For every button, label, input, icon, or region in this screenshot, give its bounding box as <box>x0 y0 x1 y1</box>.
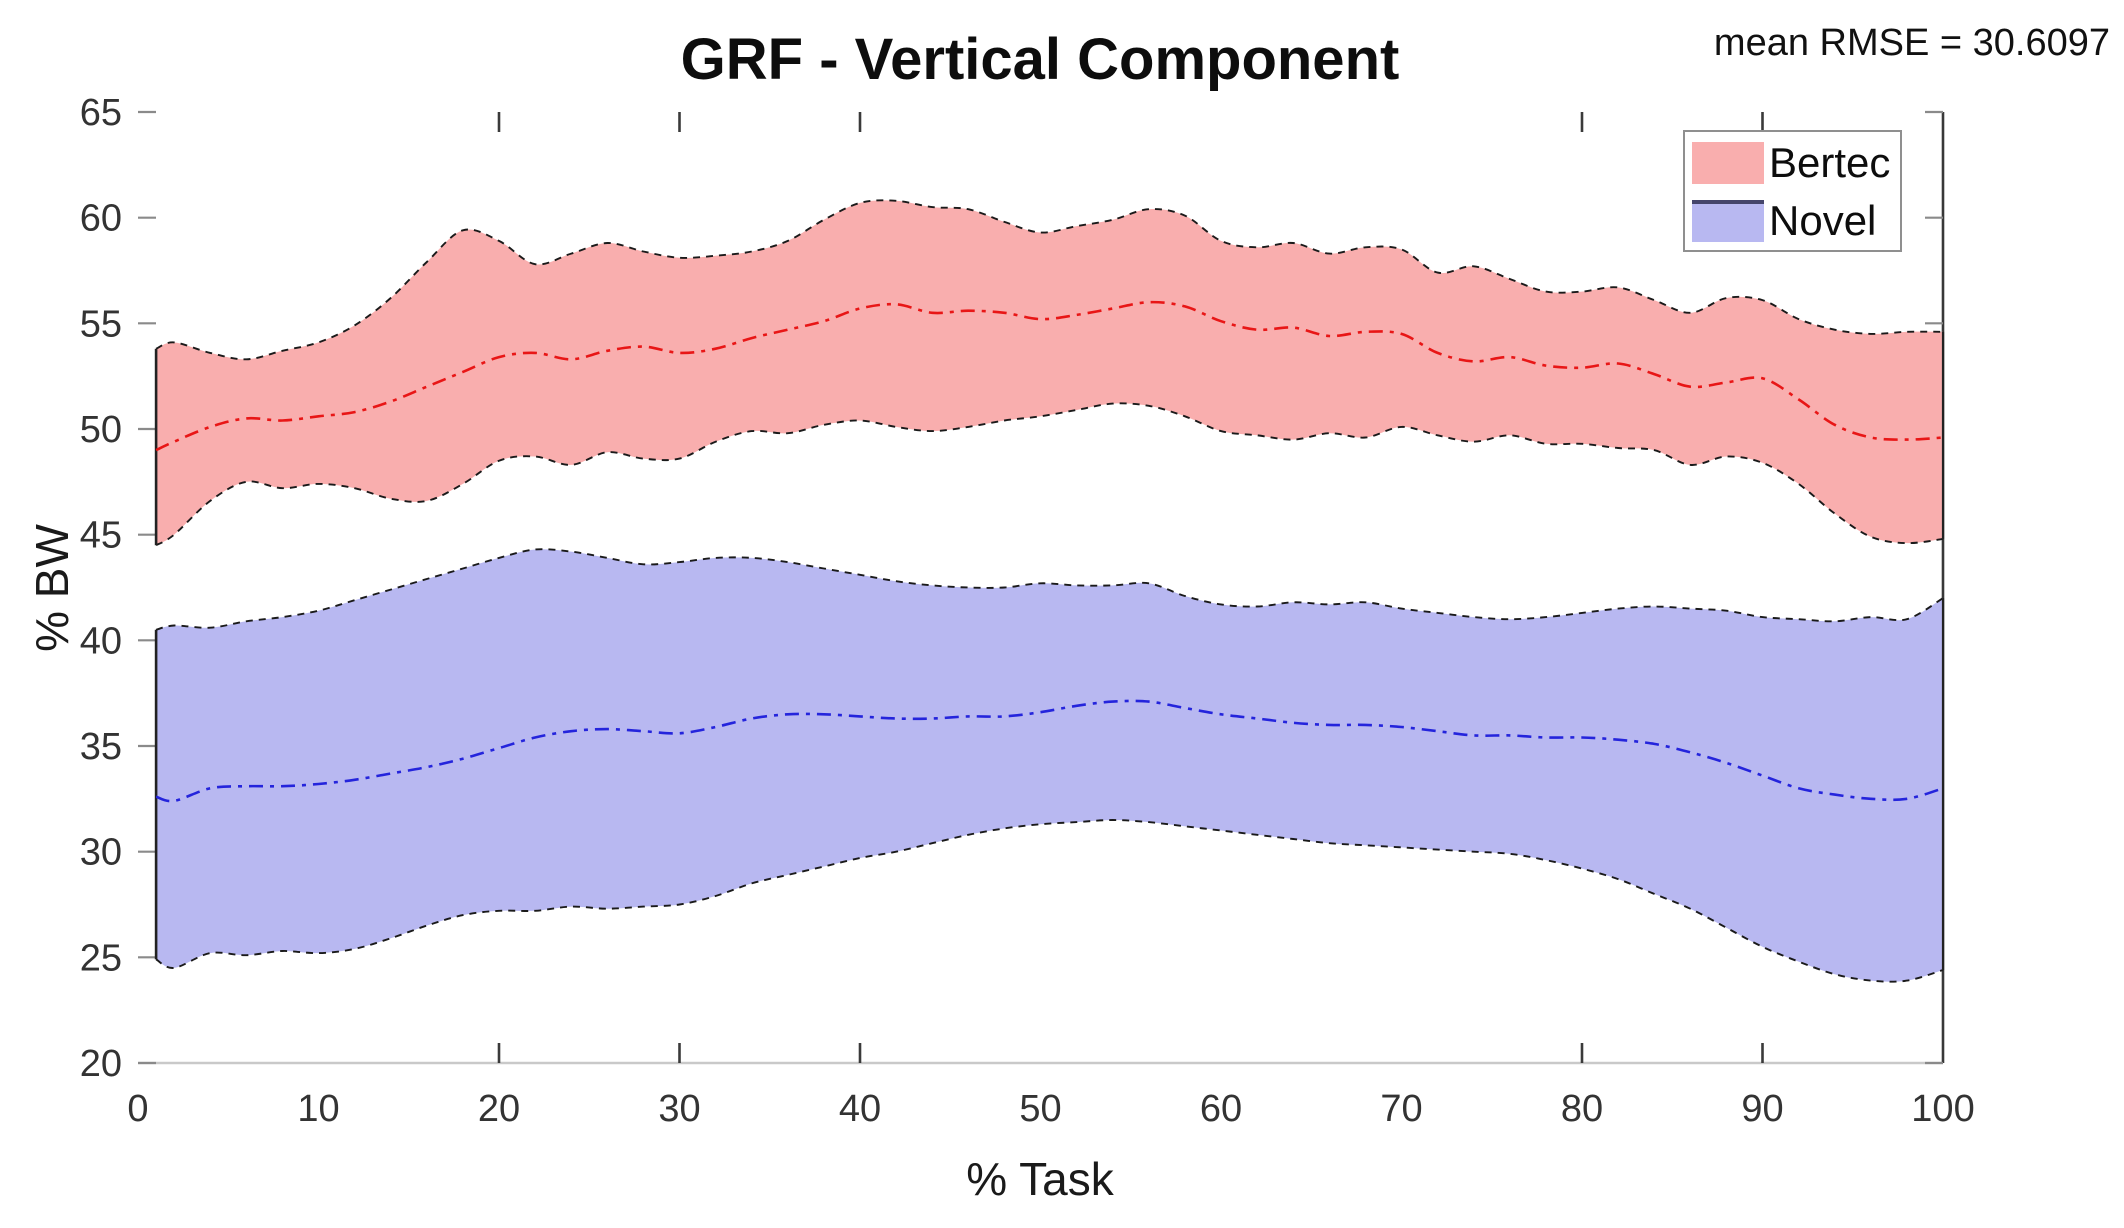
y-tick-label: 35 <box>80 726 122 768</box>
legend-item-bertec: Bertec <box>1692 142 1890 184</box>
legend-label-bertec: Bertec <box>1769 139 1891 186</box>
y-tick-label: 20 <box>80 1043 122 1085</box>
y-tick-label: 55 <box>80 303 122 345</box>
legend-item-novel: Novel <box>1692 200 1876 242</box>
x-tick-label: 30 <box>658 1088 700 1130</box>
y-tick-label: 50 <box>80 409 122 451</box>
x-tick-label: 20 <box>478 1088 520 1130</box>
x-tick-label: 40 <box>839 1088 881 1130</box>
bertec-mean-line <box>155 300 1944 452</box>
novel-upper-edge <box>155 548 1944 631</box>
bertec-band <box>156 200 1944 546</box>
rmse-annotation: mean RMSE = 30.6097 <box>1713 22 2110 64</box>
y-tick-label: 30 <box>80 832 122 874</box>
y-axis-label: % BW <box>26 524 78 652</box>
y-tick-label: 60 <box>80 198 122 240</box>
novel-band <box>156 549 1944 982</box>
x-tick-label: 10 <box>297 1088 339 1130</box>
chart-title: GRF - Vertical Component <box>680 27 1400 92</box>
novel-lower-edge <box>155 819 1944 983</box>
y-tick-label: 25 <box>80 937 122 979</box>
y-tick-label: 40 <box>80 620 122 662</box>
x-tick-label: 100 <box>1911 1088 1974 1130</box>
x-tick-label: 90 <box>1741 1088 1783 1130</box>
x-tick-label: 0 <box>127 1088 148 1130</box>
legend-label-novel: Novel <box>1769 197 1877 244</box>
bertec-swatch <box>1692 142 1764 184</box>
x-tick-label: 80 <box>1561 1088 1603 1130</box>
novel-swatch <box>1692 200 1764 242</box>
x-tick-label: 60 <box>1200 1088 1242 1130</box>
x-tick-label: 70 <box>1380 1088 1422 1130</box>
x-tick-label: 50 <box>1019 1088 1061 1130</box>
y-tick-label: 45 <box>80 515 122 557</box>
x-axis-label: % Task <box>966 1153 1114 1205</box>
bertec-lower-edge <box>155 402 1944 547</box>
y-tick-label: 65 <box>80 92 122 134</box>
legend: Bertec Novel <box>1683 130 1902 252</box>
